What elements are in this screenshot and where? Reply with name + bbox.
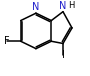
Text: N: N — [59, 1, 67, 11]
Text: F: F — [4, 36, 10, 46]
Text: H: H — [68, 1, 74, 10]
Text: I: I — [62, 50, 64, 60]
Text: N: N — [32, 2, 40, 11]
